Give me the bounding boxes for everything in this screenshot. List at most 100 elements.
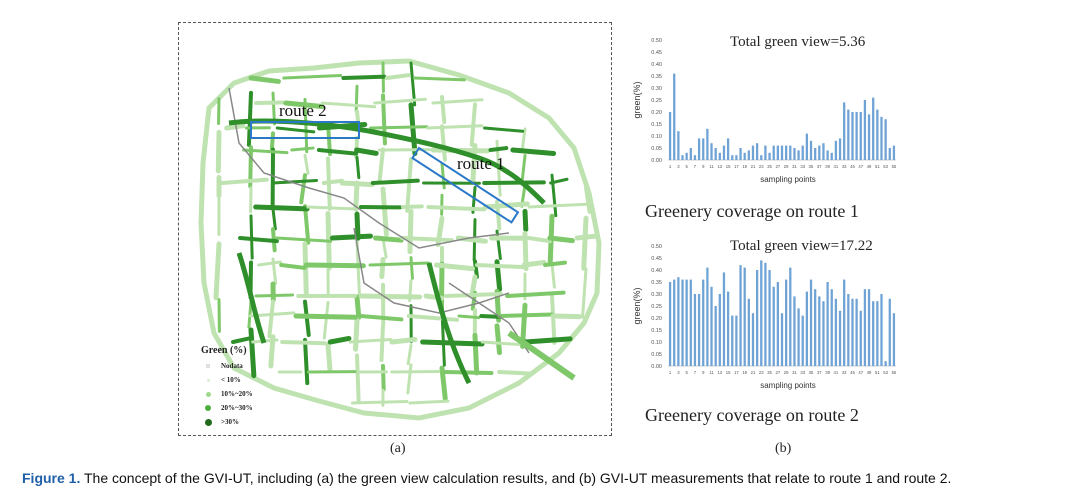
bar bbox=[880, 294, 883, 366]
y-tick-label: 0.40 bbox=[651, 268, 662, 274]
bar bbox=[830, 152, 833, 160]
y-tick-label: 0.50 bbox=[651, 38, 662, 44]
bar bbox=[834, 140, 838, 160]
bar bbox=[876, 109, 879, 160]
x-tick-label: 17 bbox=[734, 370, 739, 375]
legend-title: Green (%) bbox=[201, 345, 247, 356]
x-tick-label: 19 bbox=[742, 370, 747, 375]
legend-item: < 10% bbox=[201, 373, 253, 387]
x-tick-label: 3 bbox=[677, 164, 680, 169]
bar bbox=[726, 138, 730, 160]
bar bbox=[888, 298, 891, 366]
x-tick-label: 19 bbox=[742, 164, 747, 169]
figure-caption: Figure 1. The concept of the GVI-UT, inc… bbox=[22, 470, 1062, 486]
bar bbox=[805, 133, 809, 160]
bar bbox=[702, 138, 705, 160]
x-tick-label: 49 bbox=[867, 164, 872, 169]
x-tick-label: 9 bbox=[702, 164, 705, 169]
bar bbox=[681, 155, 684, 160]
bar bbox=[760, 155, 763, 160]
bar bbox=[876, 301, 879, 366]
x-tick-label: 25 bbox=[767, 370, 772, 375]
x-tick-label: 3 bbox=[677, 370, 680, 375]
x-tick-label: 31 bbox=[792, 370, 797, 375]
y-tick-label: 0.25 bbox=[651, 98, 662, 104]
bar bbox=[830, 289, 833, 366]
legend-label: 20%~30% bbox=[221, 404, 253, 412]
x-tick-label: 5 bbox=[685, 164, 688, 169]
legend-label: Nodata bbox=[221, 362, 243, 370]
route-2-chart-caption: Greenery coverage on route 2 bbox=[645, 405, 859, 425]
bar bbox=[677, 131, 680, 160]
bar bbox=[818, 296, 821, 366]
y-tick-label: 0.40 bbox=[651, 62, 662, 68]
y-tick-label: 0.05 bbox=[651, 352, 662, 358]
legend-item: Nodata bbox=[201, 359, 253, 373]
y-axis-label: green(%) bbox=[632, 287, 642, 324]
x-tick-label: 37 bbox=[817, 370, 822, 375]
bar bbox=[689, 148, 692, 160]
x-tick-label: 15 bbox=[726, 164, 731, 169]
bar bbox=[814, 148, 817, 160]
y-tick-label: 0.00 bbox=[651, 158, 662, 164]
bar bbox=[706, 128, 709, 160]
bar bbox=[797, 308, 800, 366]
legend-swatch bbox=[201, 391, 215, 397]
bar bbox=[793, 148, 796, 160]
x-tick-label: 11 bbox=[709, 370, 714, 375]
x-tick-label: 1 bbox=[669, 370, 672, 375]
y-tick-label: 0.50 bbox=[651, 244, 662, 250]
y-tick-label: 0.10 bbox=[651, 134, 662, 140]
bar bbox=[847, 294, 850, 366]
bar bbox=[872, 301, 875, 366]
bar bbox=[809, 279, 813, 366]
legend-item: >30% bbox=[201, 415, 253, 429]
x-tick-label: 53 bbox=[883, 370, 888, 375]
bar bbox=[859, 310, 862, 366]
x-tick-label: 29 bbox=[784, 370, 789, 375]
x-tick-label: 53 bbox=[883, 164, 888, 169]
bar bbox=[673, 73, 676, 160]
route-2-chart-title: Total green view=17.22 bbox=[730, 238, 873, 254]
panel-a-caption: (a) bbox=[390, 441, 406, 456]
figure-caption-text: The concept of the GVI-UT, including (a)… bbox=[80, 470, 952, 486]
bar bbox=[797, 150, 800, 160]
bar bbox=[702, 279, 705, 366]
bar bbox=[867, 114, 871, 160]
y-tick-label: 0.45 bbox=[651, 256, 662, 262]
bar bbox=[834, 298, 838, 366]
bar bbox=[735, 155, 738, 160]
bar bbox=[743, 267, 746, 366]
legend-swatch bbox=[201, 418, 215, 426]
x-tick-label: 55 bbox=[892, 164, 897, 169]
bar bbox=[755, 143, 759, 160]
bar bbox=[677, 277, 680, 366]
bar bbox=[718, 152, 721, 160]
figure-label: Figure 1. bbox=[22, 470, 81, 486]
x-tick-label: 33 bbox=[800, 370, 805, 375]
map-panel: route 2 route 1 Green (%) Nodata < 10% 10%… bbox=[178, 22, 612, 436]
bar bbox=[755, 270, 759, 366]
bar bbox=[760, 260, 763, 366]
x-tick-label: 25 bbox=[767, 164, 772, 169]
bar bbox=[880, 116, 883, 160]
bar bbox=[764, 262, 767, 366]
route-2-box bbox=[250, 121, 360, 139]
bar bbox=[851, 112, 854, 160]
x-tick-label: 29 bbox=[784, 164, 789, 169]
x-tick-label: 23 bbox=[759, 370, 764, 375]
bar bbox=[789, 145, 792, 160]
x-tick-label: 21 bbox=[751, 164, 756, 169]
x-tick-label: 41 bbox=[834, 370, 839, 375]
bar bbox=[851, 298, 854, 366]
x-tick-label: 27 bbox=[776, 164, 781, 169]
x-tick-label: 13 bbox=[717, 370, 722, 375]
legend-item: 20%~30% bbox=[201, 401, 253, 415]
bar bbox=[818, 145, 821, 160]
x-tick-label: 13 bbox=[717, 164, 722, 169]
bar bbox=[722, 272, 726, 366]
x-tick-label: 7 bbox=[694, 164, 697, 169]
bar bbox=[863, 100, 867, 160]
bar bbox=[697, 294, 701, 366]
y-axis-label: green(%) bbox=[632, 81, 642, 118]
